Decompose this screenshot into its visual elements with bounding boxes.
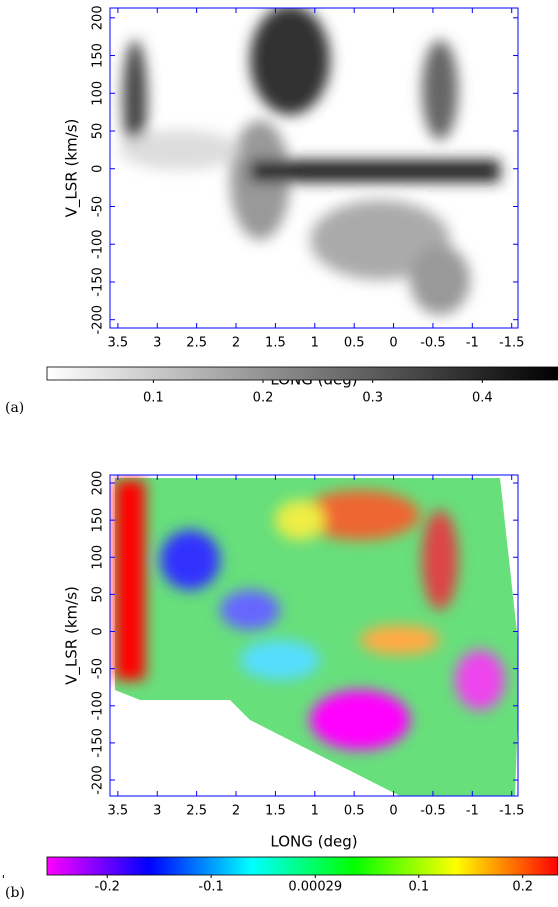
x-tick-label: 1.5 (265, 804, 286, 819)
y-tick-label: -200 (91, 305, 106, 335)
x-tick-label: 1 (311, 804, 319, 819)
x-tick-label: 0 (389, 336, 397, 351)
colorbar-tick-label: 0.2 (512, 880, 533, 895)
y-tick-label: 50 (91, 123, 106, 140)
colorbar-tick-label: 0.1 (408, 880, 429, 895)
x-tick-label: 1 (311, 336, 319, 351)
panel-label: (a) (5, 400, 24, 416)
x-tick-label: 3.5 (108, 804, 129, 819)
y-tick-label: -100 (91, 229, 106, 259)
colorbar-tick-label: -0.2 (95, 880, 120, 895)
panel-label: (b) (5, 885, 25, 901)
y-axis-label: V_LSR (km/s) (63, 586, 82, 685)
x-tick-label: -0.5 (420, 336, 445, 351)
colorbar-tick-label: 0.1 (143, 391, 164, 406)
colorbar-tick-label: 0.4 (472, 391, 493, 406)
y-tick-label: -200 (91, 765, 106, 795)
y-tick-label: 100 (91, 81, 106, 106)
y-tick-label: 0 (91, 627, 106, 635)
plot-frame (109, 474, 519, 797)
x-tick-label: 0.5 (344, 336, 365, 351)
y-axis-label: V_LSR (km/s) (63, 119, 82, 218)
intensity-image (120, 8, 500, 315)
label-bg (0, 389, 40, 409)
y-tick-label: 200 (91, 5, 106, 30)
x-tick-label: 0.5 (344, 804, 365, 819)
x-tick-label: 3 (153, 804, 161, 819)
y-tick-label: 100 (91, 545, 106, 570)
x-tick-label: 2.5 (186, 336, 207, 351)
y-tick-label: 0 (91, 165, 106, 173)
y-tick-label: 50 (91, 586, 106, 603)
label-bg (0, 878, 40, 898)
x-tick-label: 1.5 (265, 336, 286, 351)
y-tick-label: -150 (91, 267, 106, 297)
x-tick-label: -1.5 (499, 804, 524, 819)
colorbar (46, 856, 558, 876)
y-tick-label: -50 (91, 658, 106, 679)
x-tick-label: -1.5 (499, 336, 524, 351)
y-tick-label: -50 (91, 196, 106, 217)
x-tick-label: 0 (389, 804, 397, 819)
x-tick-label: 2 (232, 336, 240, 351)
colorbar-tick-label: 0.3 (362, 391, 383, 406)
colorbar-tick-label: 0.00029 (288, 880, 342, 895)
y-tick-label: 150 (91, 508, 106, 533)
x-axis-label: LONG (deg) (270, 833, 357, 851)
y-tick-label: 150 (91, 43, 106, 68)
y-tick-label: 200 (91, 471, 106, 496)
y-tick-label: -150 (91, 728, 106, 758)
x-tick-label: 3 (153, 336, 161, 351)
moment-image (115, 478, 518, 796)
y-tick-label: -100 (91, 691, 106, 721)
plot-frame (109, 7, 519, 329)
x-tick-label: -0.5 (420, 804, 445, 819)
x-tick-label: -1 (466, 336, 479, 351)
colorbar (46, 366, 558, 381)
colorbar-tick-label: 0.2 (253, 391, 274, 406)
x-tick-label: 2 (232, 804, 240, 819)
colorbar-tick-label: -0.1 (198, 880, 223, 895)
x-tick-label: 3.5 (108, 336, 129, 351)
x-tick-label: -1 (466, 804, 479, 819)
x-tick-label: 2.5 (186, 804, 207, 819)
